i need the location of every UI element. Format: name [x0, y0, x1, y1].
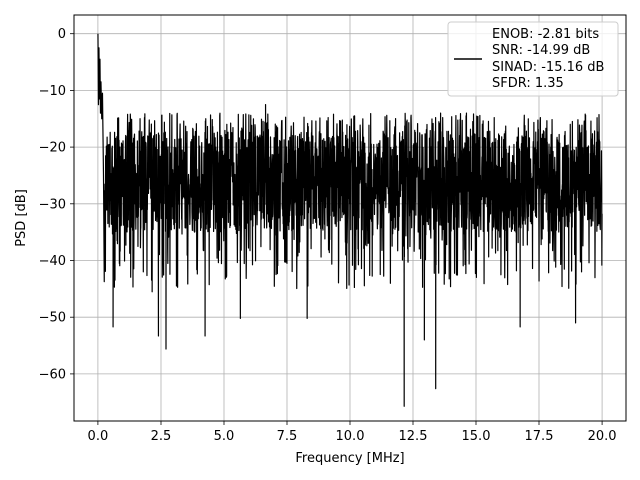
y-tick-label: −10 [39, 84, 66, 99]
x-tick-label: 10.0 [336, 429, 365, 444]
x-tick-label: 12.5 [399, 429, 428, 444]
y-tick-label: −40 [39, 254, 66, 269]
psd-series [97, 33, 603, 407]
y-tick-label: −50 [39, 311, 66, 326]
x-tick-label: 17.5 [525, 429, 554, 444]
y-axis-label: PSD [dB] [14, 189, 29, 247]
psd-line [97, 33, 603, 407]
x-tick-label: 5.0 [214, 429, 235, 444]
legend-snr: SNR: -14.99 dB [492, 43, 590, 58]
y-tick-label: 0 [58, 27, 66, 42]
x-tick-label: 7.5 [277, 429, 298, 444]
legend-enob: ENOB: -2.81 bits [492, 27, 599, 42]
x-tick-label: 20.0 [588, 429, 617, 444]
x-tick-label: 2.5 [151, 429, 172, 444]
y-tick-label: −60 [39, 367, 66, 382]
legend-sinad: SINAD: -15.16 dB [492, 60, 604, 75]
y-tick-label: −20 [39, 141, 66, 156]
x-tick-label: 15.0 [462, 429, 491, 444]
y-tick-label: −30 [39, 197, 66, 212]
legend-sfdr: SFDR: 1.35 [492, 76, 564, 91]
x-axis-label: Frequency [MHz] [295, 451, 404, 466]
legend-box [447, 21, 619, 97]
x-tick-label: 0.0 [88, 429, 109, 444]
x-axis: 0.0 2.5 5.0 7.5 10.0 12.5 15.0 17.5 20.0 [88, 421, 617, 444]
legend: ENOB: -2.81 bits SNR: -14.99 dB SINAD: -… [447, 21, 619, 97]
y-axis: 0 −10 −20 −30 −40 −50 −60 [39, 27, 74, 382]
